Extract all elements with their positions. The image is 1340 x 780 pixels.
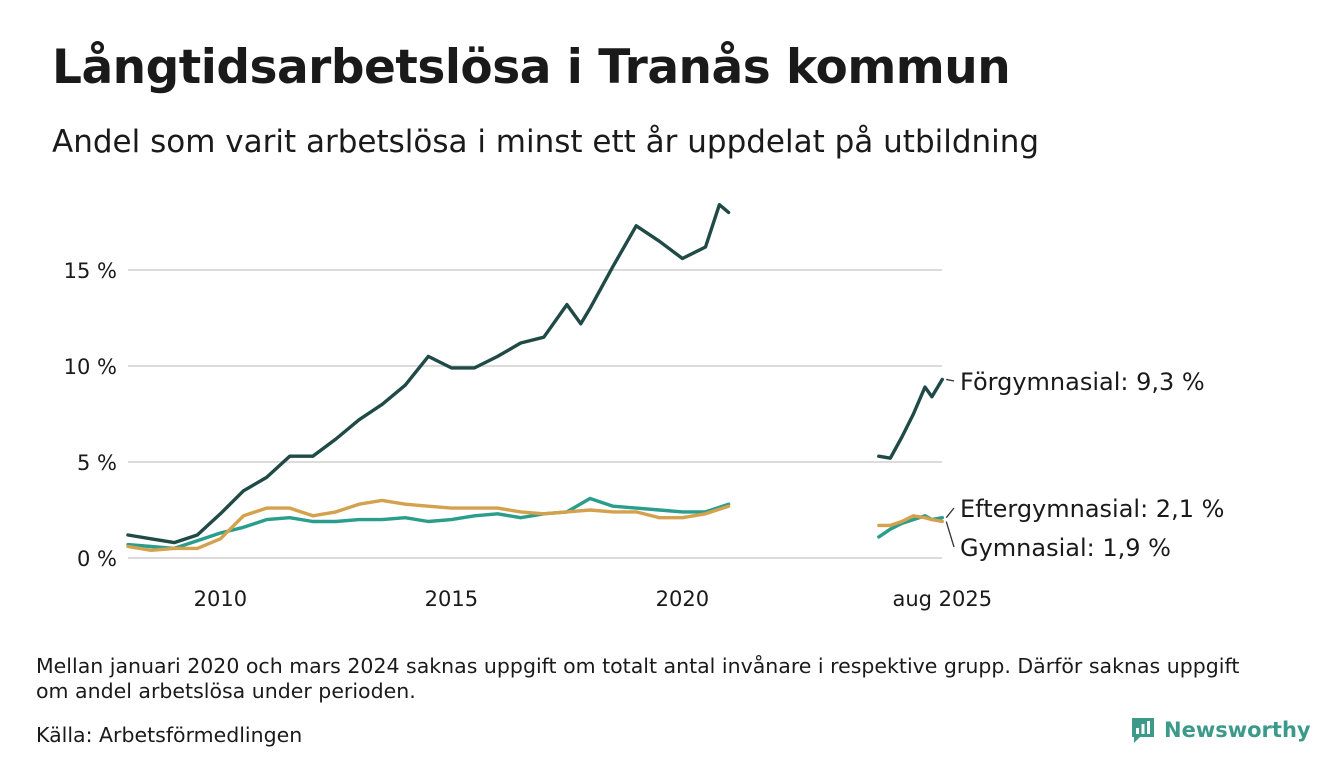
footnote: Mellan januari 2020 och mars 2024 saknas…	[36, 654, 1240, 703]
series-line-gymnasial	[877, 514, 944, 528]
series-line-förgymnasial	[877, 377, 944, 460]
x-tick-label: aug 2025	[892, 587, 992, 611]
gridlines	[128, 269, 942, 559]
series-line-gymnasial	[126, 498, 731, 552]
y-tick-label: 10 %	[64, 355, 117, 379]
end-labels: Förgymnasial: 9,3 % Eftergymnasial: 2,1 %…	[945, 368, 1224, 562]
brand-logo: Newsworthy	[1130, 716, 1311, 744]
y-tick-label: 15 %	[64, 259, 117, 283]
x-tick-label: 2015	[425, 587, 478, 611]
source-note: Källa: Arbetsförmedlingen	[36, 723, 303, 747]
line-chart: 0 % 5 % 10 % 15 % 2010 2015 2020 aug 2025 Förg…	[64, 203, 1224, 611]
leader-line	[946, 378, 955, 382]
x-axis-ticks: 2010 2015 2020 aug 2025	[194, 587, 992, 611]
series-lines	[126, 203, 944, 552]
end-label-förgymnasial: Förgymnasial: 9,3 %	[960, 368, 1205, 396]
page-title: Långtidsarbetslösa i Tranås kommun	[52, 40, 1011, 95]
brand-name: Newsworthy	[1164, 718, 1311, 742]
x-tick-label: 2020	[656, 587, 709, 611]
leader-line	[945, 521, 955, 548]
x-tick-label: 2010	[194, 587, 247, 611]
end-label-eftergymnasial: Eftergymnasial: 2,1 %	[960, 495, 1224, 523]
end-label-gymnasial: Gymnasial: 1,9 %	[960, 534, 1171, 562]
page-subtitle: Andel som varit arbetslösa i minst ett å…	[52, 124, 1040, 160]
leader-line	[945, 507, 955, 519]
series-line-förgymnasial	[126, 203, 731, 545]
y-axis-ticks: 0 % 5 % 10 % 15 %	[64, 259, 117, 571]
bar-chart-icon	[1132, 718, 1154, 743]
y-tick-label: 5 %	[77, 451, 117, 475]
y-tick-label: 0 %	[77, 547, 117, 571]
